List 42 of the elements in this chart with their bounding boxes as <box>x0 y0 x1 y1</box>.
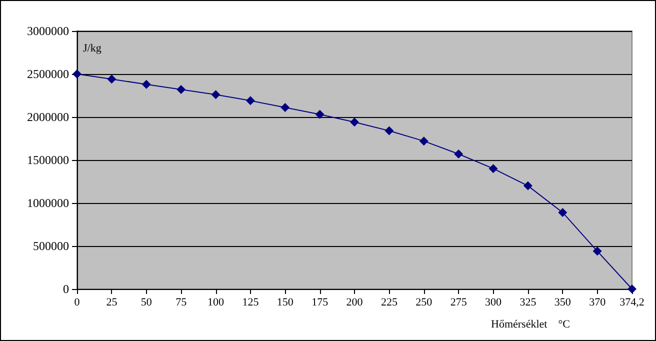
x-tick-label: 50 <box>140 296 152 308</box>
point <box>350 118 359 127</box>
point <box>592 246 602 256</box>
point <box>523 181 532 190</box>
x-tick-label: 175 <box>312 296 329 308</box>
point <box>558 208 568 217</box>
x-tick-label: 0 <box>74 296 80 308</box>
point <box>246 96 255 106</box>
x-tick-label: 250 <box>416 296 433 308</box>
x-tick-label: 125 <box>242 296 260 308</box>
y-tick-label: 1500000 <box>27 153 69 167</box>
x-tick-label: 370 <box>589 296 606 308</box>
x-tick-label: 150 <box>276 296 294 308</box>
x-tick-label: 275 <box>450 296 468 308</box>
x-tick-label: 75 <box>176 296 188 308</box>
point <box>628 284 636 294</box>
y-tick-label: 3000000 <box>27 24 69 38</box>
point <box>384 126 394 136</box>
x-tick-label: 350 <box>554 296 572 308</box>
x-tick-label: 325 <box>520 296 537 308</box>
point <box>176 84 186 94</box>
x-tick-label: 25 <box>106 296 118 308</box>
x-tick-label: 200 <box>346 296 364 308</box>
point <box>211 90 220 100</box>
y-tick-label: 0 <box>63 282 69 296</box>
point <box>107 74 116 84</box>
y-tick-label: 2500000 <box>27 67 69 81</box>
y-tick-label: 1000000 <box>27 196 69 210</box>
point <box>315 110 324 119</box>
x-tick-label: 225 <box>380 296 398 308</box>
point <box>454 149 464 158</box>
y-axis-title: J/kg <box>83 42 102 54</box>
y-tick-label: 2000000 <box>27 110 69 124</box>
point <box>488 164 498 174</box>
point <box>280 103 290 112</box>
x-tick-label: 100 <box>208 296 224 308</box>
y-tick-label: 500000 <box>33 239 69 253</box>
point <box>142 80 151 89</box>
x-tick-label: 300 <box>485 296 502 308</box>
point <box>419 136 428 146</box>
x-axis-title: Hőmérséklet °C <box>491 318 570 330</box>
x-tick-label: 374,2 <box>620 296 644 308</box>
